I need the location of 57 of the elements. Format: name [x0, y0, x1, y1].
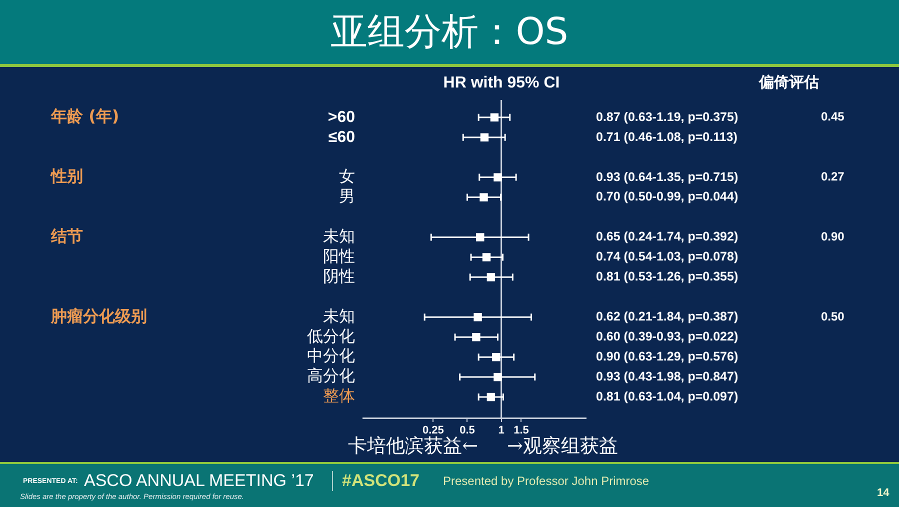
- point: [494, 372, 502, 382]
- y-tick-label: 阴性: [323, 266, 355, 286]
- y-tick-label: 高分化: [307, 366, 355, 386]
- point: [472, 333, 480, 342]
- point: [480, 193, 488, 202]
- y-tick-label: >60: [328, 108, 356, 126]
- point: [494, 173, 502, 182]
- data-label: 0.70 (0.50-0.99, p=0.044): [596, 190, 738, 204]
- data-label: 0.93 (0.64-1.35, p=0.715): [596, 170, 738, 184]
- data-label: 0.90 (0.63-1.29, p=0.576): [596, 350, 738, 364]
- text: 肿瘤分化级别: [50, 306, 147, 326]
- text: →观察组获益: [507, 434, 618, 457]
- data-label: 0.81 (0.63-1.04, p=0.097): [596, 389, 738, 404]
- x-axis-title: HR with 95% CI: [443, 74, 560, 92]
- point: [486, 392, 496, 402]
- y-tick-label: 女: [339, 166, 355, 186]
- data-label: 0.93 (0.43-1.98, p=0.847): [596, 370, 738, 384]
- text: 结节: [50, 226, 83, 246]
- text: 14: [877, 487, 890, 499]
- chart-title: 亚组分析：OS: [330, 10, 568, 53]
- y-tick-label: 未知: [323, 306, 355, 326]
- y-tick-label: 男: [339, 186, 355, 206]
- text: 0.45: [821, 110, 845, 124]
- point: [492, 352, 500, 362]
- data-label: 0.71 (0.46-1.08, p=0.113): [596, 130, 738, 144]
- data-label: 0.81 (0.53-1.26, p=0.355): [596, 270, 738, 284]
- x-tick-label: 1.5: [514, 424, 529, 437]
- y-tick-label: 阳性: [323, 246, 355, 266]
- x-tick-label: 0.25: [422, 424, 444, 437]
- text: 卡培他滨获益←: [348, 434, 478, 457]
- text: 偏倚评估: [758, 72, 819, 91]
- x-tick-label: 0.5: [460, 424, 475, 437]
- point: [480, 133, 489, 142]
- y-tick-label: 整体: [323, 386, 355, 406]
- data-label: 0.74 (0.54-1.03, p=0.078): [596, 250, 738, 264]
- y-tick-label: 低分化: [307, 326, 355, 346]
- text: 性别: [50, 166, 83, 186]
- y-tick-label: 未知: [323, 226, 355, 246]
- point: [490, 113, 499, 122]
- text: #ASCO17: [342, 471, 420, 490]
- point: [474, 313, 482, 322]
- y-tick-label: ≤60: [328, 128, 356, 146]
- data-label: 0.87 (0.63-1.19, p=0.375): [596, 110, 738, 124]
- text: 0.90: [821, 230, 845, 244]
- point: [476, 233, 484, 242]
- point: [486, 273, 496, 282]
- text: 年龄 (年): [50, 106, 120, 126]
- data-label: 0.62 (0.21-1.84, p=0.387): [596, 310, 738, 324]
- text: 0.27: [821, 170, 845, 184]
- text: 0.50: [821, 309, 845, 324]
- text: Presented by Professor John Primrose: [443, 474, 650, 488]
- y-tick-label: 中分化: [307, 346, 355, 366]
- data-label: 0.65 (0.24-1.74, p=0.392): [596, 230, 738, 244]
- text: ASCO ANNUAL MEETING ’17: [84, 471, 314, 490]
- data-label: 0.60 (0.39-0.93, p=0.022): [596, 330, 738, 344]
- x-tick-label: 1: [498, 424, 504, 437]
- point: [482, 253, 491, 262]
